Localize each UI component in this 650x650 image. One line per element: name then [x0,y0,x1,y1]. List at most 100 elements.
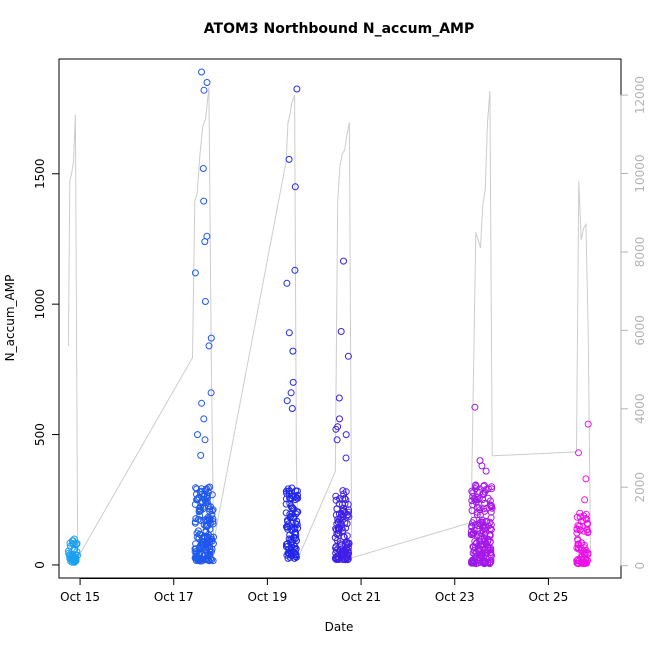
data-point [198,535,206,543]
data-point [199,538,207,546]
data-point [342,488,350,496]
data-point [208,507,216,515]
data-point [206,552,214,560]
data-point [286,487,294,495]
x-tick-label: Oct 21 [341,590,381,604]
chart-title: ATOM3 Northbound N_accum_AMP [204,21,474,37]
data-point [292,550,300,558]
data-point [291,535,299,543]
data-point [201,436,209,444]
data-point [332,425,340,433]
data-point [201,238,209,246]
y2-tick-label: 8000 [633,237,647,268]
data-point [290,541,298,549]
data-point [289,504,297,512]
y-axis-right: 0 2000 4000 6000 8000 10000 12000 [620,76,647,570]
secondary-series-layer [67,87,592,562]
data-point [195,534,203,542]
data-point [294,508,302,516]
data-point [202,527,210,535]
data-point [290,513,298,521]
data-point [581,549,589,557]
y-axis-left: 0 500 1000 1500 [33,158,60,569]
data-point [478,551,486,559]
data-point [195,515,202,523]
data-point [473,483,480,491]
y-axis-label: N_accum_AMP [3,275,17,362]
data-point [342,454,350,462]
data-point [200,86,208,94]
data-point [476,511,484,519]
data-point [342,431,350,439]
secondary-series-line [67,87,592,562]
data-point [334,552,342,560]
data-point [336,415,343,423]
data-point [290,534,298,541]
data-point [488,552,495,560]
data-point [286,514,294,522]
data-point [283,397,291,405]
y2-tick-label: 2000 [633,472,647,503]
data-point [470,547,478,554]
data-point [583,520,591,528]
data-point [469,489,477,497]
data-point [576,526,584,534]
data-point [486,531,494,538]
data-point [482,467,490,475]
data-point [480,559,488,567]
data-point [289,378,297,386]
data-point [69,540,77,548]
data-point [65,547,72,555]
data-point [194,431,201,439]
data-point [198,399,206,407]
data-point [576,513,584,521]
y-tick-label: 1000 [33,289,47,320]
data-point [577,517,585,525]
data-point [285,155,293,163]
data-point [344,547,352,555]
data-point [578,556,586,564]
data-point [473,539,481,546]
data-point [584,420,592,428]
data-point [332,492,340,500]
data-point [574,556,581,564]
data-point [482,518,490,526]
data-point [483,548,491,556]
data-point [470,516,478,524]
y2-tick-label: 4000 [633,394,647,425]
data-point [284,485,292,493]
data-point [197,451,205,459]
data-point [200,197,208,205]
data-point [294,524,302,532]
data-point [335,518,342,526]
data-point [487,514,495,522]
data-point [334,555,342,563]
data-point [484,544,492,552]
data-point [584,550,592,558]
data-point [343,520,351,528]
data-point [335,394,343,402]
data-point [288,405,296,412]
x-axis: Oct 15 Oct 17 Oct 19 Oct 21 Oct 23 Oct 25 [60,578,568,604]
data-point [479,523,486,531]
data-point [285,329,293,337]
data-point [471,403,479,411]
data-point [209,520,217,528]
data-point [581,496,589,504]
y2-tick-label: 0 [633,562,647,570]
data-point [207,555,215,563]
data-point [196,548,204,556]
data-point [283,279,291,287]
data-point [338,545,346,553]
y2-tick-label: 12000 [633,76,647,114]
data-point [580,512,588,520]
y-tick-label: 1500 [33,158,47,189]
data-point [196,555,204,563]
data-point [468,487,476,495]
data-point [293,85,301,93]
data-point [478,518,486,526]
data-point [488,485,496,493]
data-point [335,510,343,518]
data-point [484,485,492,493]
